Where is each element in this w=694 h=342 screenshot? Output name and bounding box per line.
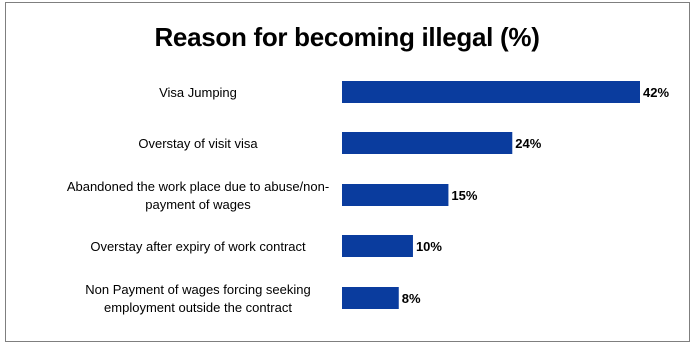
category-label: Visa Jumping <box>159 85 237 100</box>
category-label: Non Payment of wages forcing seeking empl… <box>85 282 310 315</box>
category-label: Overstay after expiry of work contract <box>90 239 306 254</box>
bar-value-label: 24% <box>515 136 541 151</box>
bar-value-label: 42% <box>643 85 669 100</box>
bar-2 <box>342 132 513 154</box>
bar-3 <box>342 184 449 206</box>
bar-5 <box>342 287 399 309</box>
bar-value-label: 10% <box>416 239 442 254</box>
bar-chart: 42% Visa Jumping 24% Overstay of visit visa… <box>67 81 669 315</box>
chart-title: Reason for becoming illegal (%) <box>154 22 540 52</box>
bar-4 <box>342 235 413 257</box>
bar-value-label: 8% <box>402 291 421 306</box>
category-label: Abandoned the work place due to abuse/no… <box>67 179 329 212</box>
bar-1 <box>342 81 640 103</box>
category-label: Overstay of visit visa <box>138 136 258 151</box>
bar-value-label: 15% <box>451 188 477 203</box>
